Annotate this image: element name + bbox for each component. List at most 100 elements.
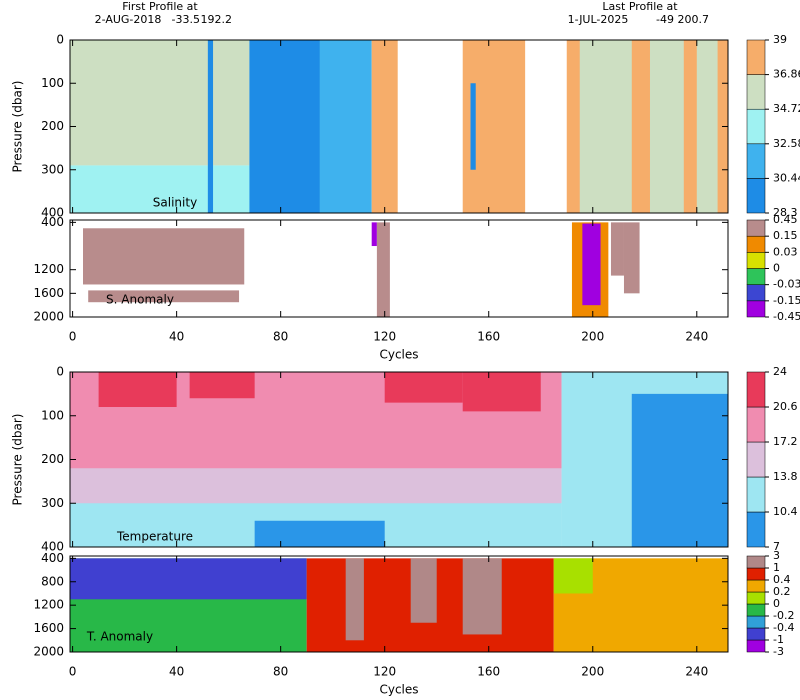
colorbar-label: 13.8 <box>773 470 798 483</box>
colorbar-label: -0.15 <box>773 294 800 307</box>
field-region <box>623 222 640 294</box>
x-tick-label: 120 <box>373 665 396 679</box>
y-axis-label: Pressure (dbar) <box>11 414 25 506</box>
x-tick-label: 200 <box>581 665 604 679</box>
header: First Profile at 2-AUG-2018 -33.5 192.2 … <box>95 0 709 26</box>
colorbar-segment <box>746 603 766 617</box>
colorbar-segment <box>746 511 766 548</box>
y-tick-label: 400 <box>41 551 64 565</box>
colorbar-segment <box>746 268 766 285</box>
field-region <box>249 40 320 213</box>
x-tick-label: 80 <box>273 665 288 679</box>
x-axis-label: Cycles <box>379 683 418 697</box>
colorbar-label: 17.2 <box>773 435 798 448</box>
field-region <box>649 40 684 213</box>
colorbar-segment <box>746 441 766 478</box>
y-tick-label: 1200 <box>33 598 64 612</box>
field-region <box>254 520 385 547</box>
field-region <box>631 393 728 547</box>
y-tick-label: 1600 <box>33 621 64 635</box>
colorbar-segment <box>746 371 766 408</box>
colorbar-label: -3 <box>773 645 784 658</box>
field-region <box>70 40 250 166</box>
field-region <box>83 228 245 285</box>
colorbar-label: 0.45 <box>773 213 798 226</box>
field-region <box>70 558 307 600</box>
panel: 0 100 200 300 400 Temperature Pressure (dbar) 7… <box>11 365 798 554</box>
first-date: 2-AUG-2018 <box>95 13 162 26</box>
panel-label: S. Anomaly <box>106 293 174 307</box>
colorbar-label: 32.58 <box>773 137 800 150</box>
colorbar-segment <box>746 555 766 569</box>
field-region <box>462 372 541 412</box>
colorbar-label: -0.4 <box>773 621 794 634</box>
colorbar-segment <box>746 235 766 253</box>
field-region <box>70 165 250 213</box>
colorbar-segment <box>746 615 766 629</box>
panel: 0 40 80 120 160 200 240 400 1200 1600 2000 S. Anoma… <box>33 213 800 362</box>
y-tick-label: 100 <box>41 76 64 90</box>
field-region <box>371 40 398 213</box>
colorbar-segment <box>746 627 766 641</box>
plot-frame <box>69 219 729 318</box>
last-lon: 200.7 <box>678 13 710 26</box>
field-region <box>592 605 728 652</box>
y-tick-label: 800 <box>41 574 64 588</box>
first-lon: 192.2 <box>201 13 233 26</box>
field-region <box>610 222 624 276</box>
colorbar-segment <box>746 219 766 237</box>
colorbar-label: 0.2 <box>773 585 791 598</box>
colorbar-segment <box>746 639 766 653</box>
colorbar-label: 0 <box>773 597 780 610</box>
colorbar-label: 30.44 <box>773 171 800 184</box>
colorbar-segment <box>746 284 766 302</box>
colorbar-label: -0.03 <box>773 278 800 291</box>
colorbar-label: -0.2 <box>773 609 794 622</box>
y-tick-label: 300 <box>41 162 64 176</box>
field-region <box>470 83 476 170</box>
x-tick-label: 160 <box>477 665 500 679</box>
colorbar-segment <box>746 476 766 513</box>
colorbar-label: 7 <box>773 540 780 553</box>
colorbar-label: 0 <box>773 262 780 275</box>
x-axis-label: Cycles <box>379 348 418 362</box>
field-region <box>582 223 601 306</box>
y-tick-label: 400 <box>41 215 64 229</box>
panel-label: T. Anomaly <box>86 630 153 644</box>
plot-frame <box>69 555 729 653</box>
colorbar-label: 1 <box>773 561 780 574</box>
x-tick-label: 160 <box>477 330 500 344</box>
colorbar-segment <box>746 567 766 581</box>
field-region <box>376 222 390 317</box>
x-tick-label: 240 <box>685 665 708 679</box>
y-tick-label: 0 <box>56 33 64 47</box>
colorbar-label: 34.72 <box>773 102 800 115</box>
field-region <box>579 40 632 213</box>
colorbar-segment <box>746 591 766 605</box>
colorbar-segment <box>746 579 766 593</box>
colorbar-segment <box>746 406 766 443</box>
y-tick-label: 300 <box>41 496 64 510</box>
panel: 0 40 80 120 160 200 240 400 800 1200 1600 2000 T. An… <box>33 549 794 697</box>
x-tick-label: 0 <box>69 330 77 344</box>
colorbar-label: 39 <box>773 33 787 46</box>
colorbar-label: 10.4 <box>773 505 798 518</box>
colorbar-segment <box>746 178 766 214</box>
first-label: First Profile at <box>122 0 198 13</box>
y-tick-label: 200 <box>41 119 64 133</box>
y-tick-label: 2000 <box>33 645 64 659</box>
x-tick-label: 240 <box>685 330 708 344</box>
field-region <box>189 372 255 399</box>
colorbar-segment <box>746 108 766 145</box>
panel-label: Temperature <box>116 530 193 544</box>
panel: 0 100 200 300 400 Salinity Pressure (dbar) 28.3… <box>11 33 800 220</box>
last-lat: -49 <box>656 13 674 26</box>
y-axis-label: Pressure (dbar) <box>11 81 25 173</box>
colorbar-segment <box>746 74 766 110</box>
field-region <box>553 558 593 594</box>
x-tick-label: 40 <box>169 665 184 679</box>
colorbar-label: 28.3 <box>773 206 798 219</box>
y-tick-label: 0 <box>56 365 64 379</box>
x-tick-label: 0 <box>69 665 77 679</box>
